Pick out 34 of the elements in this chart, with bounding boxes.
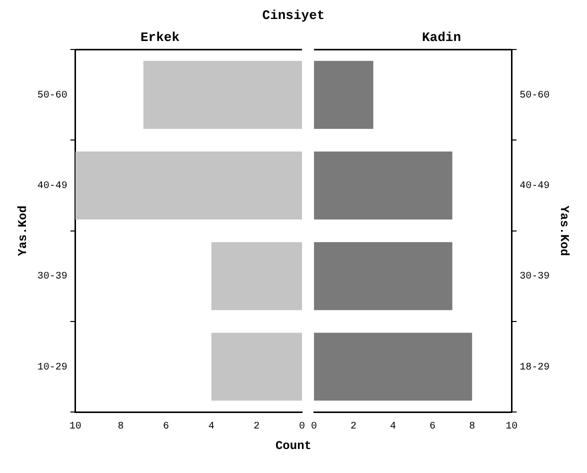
x-tick-label: 0 — [310, 422, 318, 433]
y-tick-label: 40-49 — [520, 181, 550, 192]
y-tick-label: 10-29 — [37, 362, 68, 374]
x-tick-label: 10 — [506, 422, 518, 433]
y-axis-title: Yas.Kod — [556, 206, 571, 256]
bar — [314, 60, 374, 129]
chart-title: Erkek — [140, 30, 180, 46]
bar — [75, 152, 302, 220]
x-tick-label: 2 — [254, 422, 260, 433]
y-tick-label: 50-60 — [37, 90, 68, 102]
x-tick-label: 4 — [390, 422, 396, 433]
bar — [211, 242, 302, 310]
x-tick-label: 6 — [163, 422, 170, 433]
text: Cinsiyet — [261, 8, 326, 25]
chart-title: Kadin — [422, 30, 462, 46]
y-tick-label: 18-29 — [520, 362, 550, 374]
y-tick-label: 30-39 — [520, 272, 550, 283]
x-tick-label: 8 — [118, 422, 124, 433]
bar — [314, 152, 452, 220]
bar — [211, 332, 302, 401]
x-tick-label: 10 — [69, 422, 82, 433]
y-tick-label: 50-60 — [520, 90, 550, 102]
bar — [314, 332, 472, 401]
y-axis-title: Yas.Kod — [16, 206, 30, 256]
x-tick-label: 4 — [208, 422, 214, 433]
y-tick-label: 30-39 — [37, 272, 68, 283]
x-axis-title: Count — [274, 439, 312, 453]
x-tick-label: 8 — [469, 422, 476, 433]
x-tick-label: 6 — [430, 422, 436, 433]
bar — [314, 242, 452, 310]
x-tick-label: 0 — [298, 422, 306, 433]
bar — [143, 60, 302, 129]
y-tick-label: 40-49 — [37, 181, 68, 192]
x-tick-label: 2 — [350, 422, 357, 433]
